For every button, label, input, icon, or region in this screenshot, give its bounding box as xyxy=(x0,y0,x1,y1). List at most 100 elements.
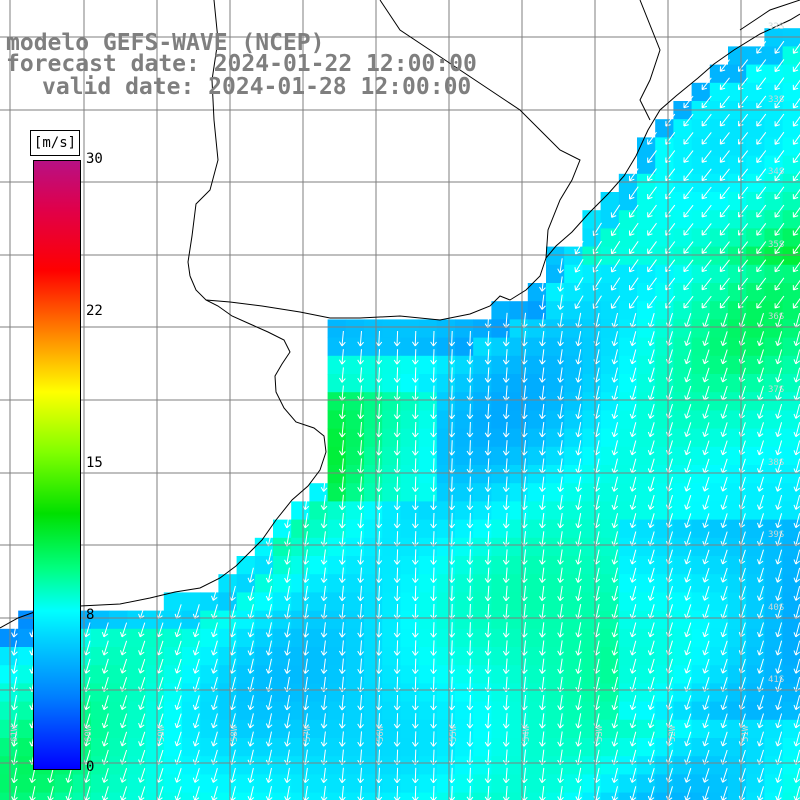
wind-speed-cell xyxy=(418,574,438,593)
wind-arrow xyxy=(539,585,546,602)
wind-arrow xyxy=(575,367,582,383)
wind-speed-cell xyxy=(473,756,492,775)
wind-speed-cell xyxy=(436,701,456,721)
wind-arrow xyxy=(484,330,492,347)
wind-arrow xyxy=(466,658,474,674)
wind-speed-cell xyxy=(764,264,784,284)
wind-speed-cell xyxy=(491,446,511,466)
wind-arrow xyxy=(393,494,401,511)
wind-speed-cell xyxy=(364,483,383,502)
wind-arrow xyxy=(247,695,255,711)
wind-speed-cell xyxy=(473,465,492,484)
lat-label: 37S xyxy=(768,385,785,395)
wind-speed-cell xyxy=(400,483,420,502)
wind-speed-cell xyxy=(782,337,800,357)
wind-speed-cell xyxy=(218,792,238,800)
wind-speed-cell xyxy=(782,283,800,302)
wind-arrow xyxy=(138,695,146,711)
wind-speed-cell xyxy=(746,228,765,248)
wind-arrow xyxy=(120,622,128,638)
wind-speed-cell xyxy=(527,519,547,539)
wind-arrow xyxy=(430,421,437,438)
wind-arrow xyxy=(393,476,401,492)
wind-arrow xyxy=(792,170,800,182)
wind-arrow xyxy=(720,349,728,365)
wind-arrow xyxy=(211,731,218,747)
wind-arrow xyxy=(792,261,800,273)
wind-speed-cell xyxy=(782,428,800,448)
wind-arrow xyxy=(719,186,730,200)
wind-arrow xyxy=(29,767,36,783)
wind-arrow xyxy=(756,41,767,54)
wind-speed-cell xyxy=(455,719,474,739)
wind-speed-cell xyxy=(655,246,674,266)
wind-speed-cell xyxy=(691,137,711,157)
wind-speed-cell xyxy=(345,665,365,684)
wind-arrow xyxy=(629,695,637,711)
wind-arrow xyxy=(793,440,800,456)
wind-arrow xyxy=(719,241,730,254)
wind-speed-cell xyxy=(709,137,729,157)
wind-speed-cell xyxy=(327,465,347,484)
wind-arrow xyxy=(138,622,146,638)
wind-speed-cell xyxy=(436,374,456,393)
wind-arrow xyxy=(338,440,346,456)
wind-arrow xyxy=(411,421,419,438)
wind-arrow xyxy=(11,695,18,711)
wind-speed-cell xyxy=(546,537,565,557)
wind-arrow xyxy=(683,95,694,109)
wind-arrow xyxy=(284,640,291,656)
wind-arrow xyxy=(792,243,800,255)
wind-arrow xyxy=(430,494,437,511)
wind-arrow xyxy=(357,403,364,420)
wind-arrow xyxy=(575,331,582,347)
wind-arrow xyxy=(539,513,546,529)
wind-speed-cell xyxy=(600,246,620,266)
wind-speed-cell xyxy=(546,756,565,775)
wind-speed-cell xyxy=(655,192,674,211)
wind-arrow xyxy=(719,223,730,236)
wind-speed-cell xyxy=(364,392,383,411)
wind-arrow xyxy=(338,367,346,383)
wind-arrow xyxy=(265,658,273,674)
wind-arrow xyxy=(775,640,783,656)
wind-arrow xyxy=(757,403,764,419)
wind-speed-cell xyxy=(782,301,800,320)
wind-arrow xyxy=(575,513,582,529)
wind-arrow xyxy=(357,367,364,383)
wind-arrow xyxy=(430,585,437,602)
wind-arrow xyxy=(466,349,474,365)
wind-speed-cell xyxy=(546,374,565,393)
wind-arrow xyxy=(793,695,800,711)
wind-speed-cell xyxy=(400,519,420,539)
wind-speed-cell xyxy=(382,374,401,393)
wind-arrow xyxy=(757,713,764,729)
wind-arrow xyxy=(284,731,291,747)
wind-speed-cell xyxy=(455,537,474,557)
wind-speed-cell xyxy=(527,683,547,703)
wind-arrow xyxy=(702,349,710,365)
wind-arrow xyxy=(393,367,401,383)
wind-speed-cell xyxy=(509,446,529,466)
wind-arrow xyxy=(792,297,800,309)
wind-arrow xyxy=(320,658,328,674)
wind-speed-cell xyxy=(782,774,800,794)
wind-speed-cell xyxy=(436,519,456,539)
wind-arrow xyxy=(611,658,619,674)
wind-arrow xyxy=(757,349,764,365)
wind-arrow xyxy=(247,713,255,729)
wind-speed-cell xyxy=(309,719,329,739)
wind-speed-cell xyxy=(546,337,565,357)
wind-arrow xyxy=(774,168,785,182)
wind-arrow xyxy=(502,767,510,784)
wind-speed-cell xyxy=(527,501,547,521)
wind-speed-cell xyxy=(273,792,292,800)
wind-speed-cell xyxy=(327,701,347,721)
wind-arrow xyxy=(484,658,492,674)
wind-speed-cell xyxy=(764,210,784,229)
wind-speed-cell xyxy=(345,537,365,557)
wind-speed-cell xyxy=(327,556,347,575)
wind-speed-cell xyxy=(418,774,438,794)
wind-speed-cell xyxy=(309,483,329,502)
wind-arrow xyxy=(775,403,783,419)
